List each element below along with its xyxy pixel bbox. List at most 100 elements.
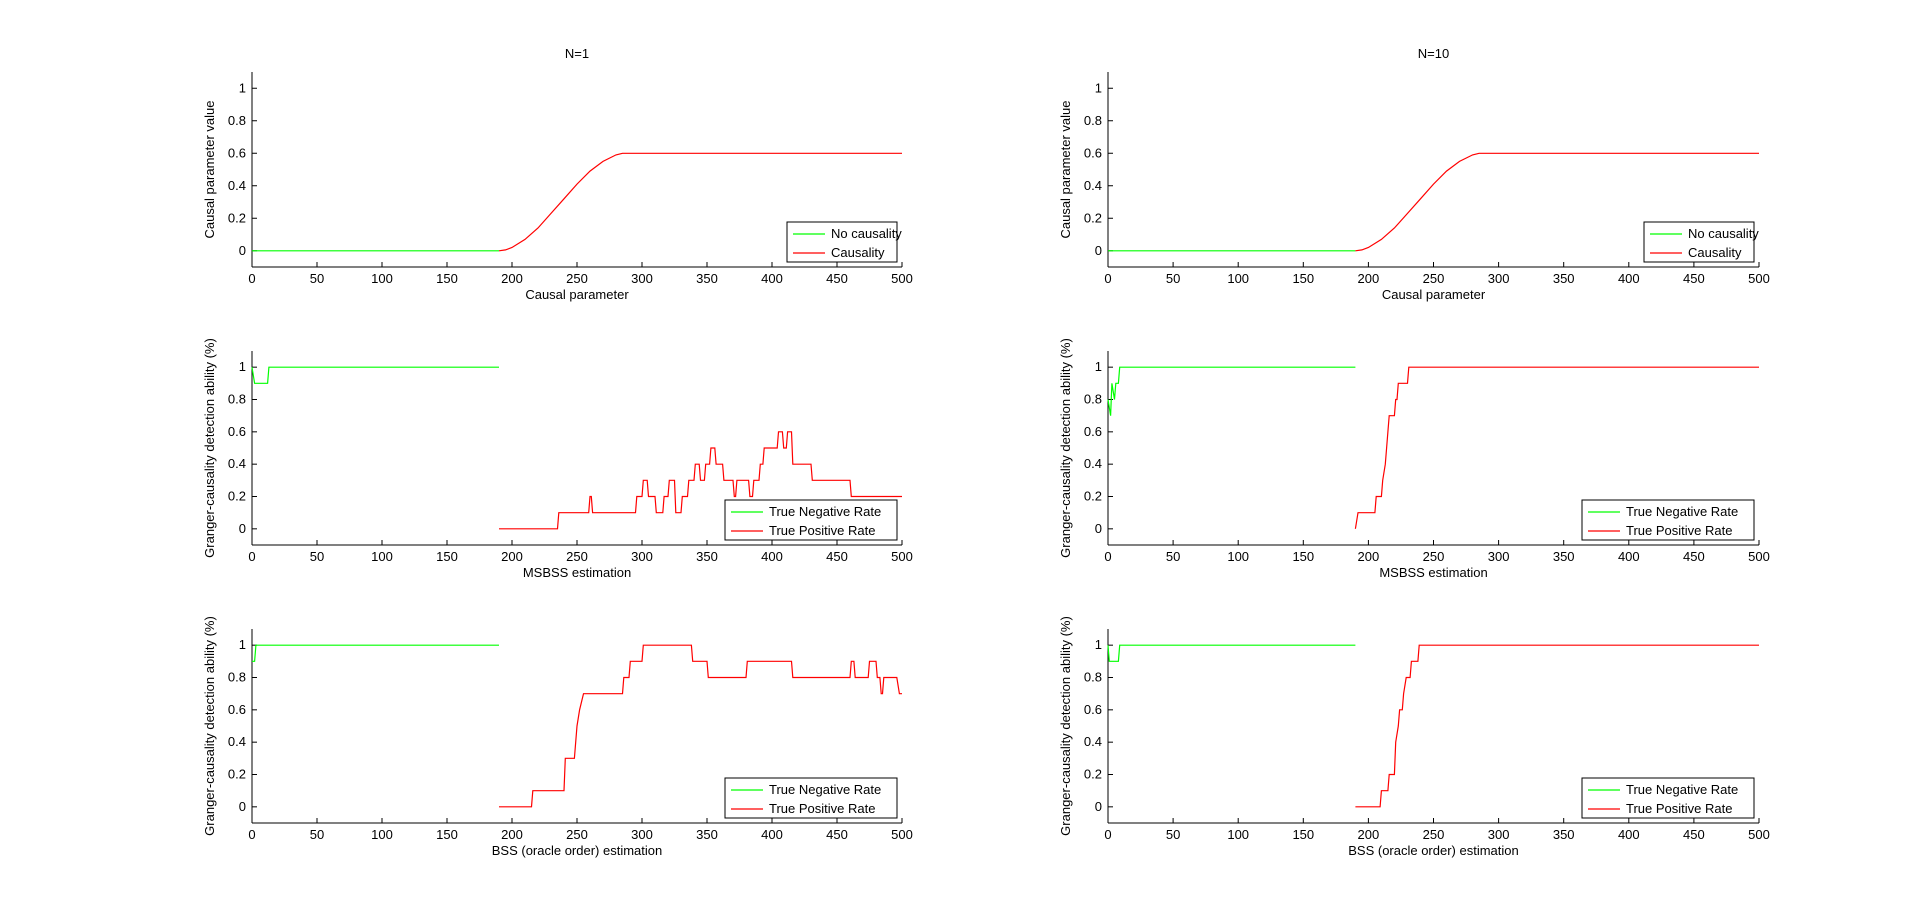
x-tick-label: 450	[1683, 549, 1705, 564]
x-tick-label: 100	[1227, 549, 1249, 564]
x-tick-label: 250	[566, 549, 588, 564]
x-tick-label: 250	[566, 271, 588, 286]
y-tick-label: 0.4	[228, 178, 246, 193]
x-tick-label: 0	[1104, 827, 1111, 842]
legend: True Negative Rate True Positive Rate	[1581, 499, 1755, 541]
x-axis-label: Causal parameter	[525, 287, 629, 302]
x-tick-label: 500	[1748, 549, 1770, 564]
x-tick-label: 50	[1166, 827, 1180, 842]
x-tick-label: 200	[1358, 827, 1380, 842]
y-tick-label: 0.4	[228, 734, 246, 749]
x-tick-label: 300	[631, 549, 653, 564]
legend: True Negative Rate True Positive Rate	[724, 777, 898, 819]
x-tick-label: 200	[1358, 549, 1380, 564]
y-axis-label: Granger-causality detection ability (%)	[1058, 616, 1073, 836]
x-tick-label: 100	[371, 549, 393, 564]
y-tick-label: 0.6	[1084, 145, 1102, 160]
x-tick-label: 50	[310, 549, 324, 564]
chart-title: N=1	[565, 46, 589, 61]
series-line-causality	[1355, 152, 1759, 252]
x-tick-label: 500	[1748, 827, 1770, 842]
y-tick-label: 0.2	[1084, 767, 1102, 782]
y-tick-label: 0.4	[1084, 456, 1102, 471]
y-tick-label: 0.2	[1084, 489, 1102, 504]
x-tick-label: 400	[761, 827, 783, 842]
chart-panel-3: 0 50 100 150 200 250 300 350 400 450 500 0 0.2 0.4 0.6…	[202, 338, 913, 580]
x-tick-label: 450	[826, 827, 848, 842]
series-line-true-negative-rate	[251, 366, 499, 384]
legend-box	[724, 777, 898, 819]
x-tick-label: 250	[1423, 271, 1445, 286]
x-tick-label: 0	[1104, 549, 1111, 564]
legend-entry-label: True Negative Rate	[769, 504, 881, 519]
chart-panel-6: 0 50 100 150 200 250 300 350 400 450 500 0 0.2 0.4 0.6…	[1058, 616, 1770, 858]
y-axis-label: Granger-causality detection ability (%)	[202, 338, 217, 558]
series-line-true-positive-rate	[1355, 644, 1759, 808]
series-line-true-positive-rate	[499, 644, 902, 808]
chart-panel-2: 0 50 100 150 200 250 300 350 400 450 500 0 0.2 0.4 0.6…	[1058, 46, 1770, 302]
legend: No causality Causality	[786, 221, 902, 263]
x-tick-label: 300	[1488, 271, 1510, 286]
legend-box	[1581, 499, 1755, 541]
x-tick-label: 150	[1292, 271, 1314, 286]
y-tick-label: 0.8	[1084, 392, 1102, 407]
x-tick-label: 100	[371, 271, 393, 286]
x-axis-label: MSBSS estimation	[1379, 565, 1487, 580]
legend-entry-label: Causality	[1688, 245, 1742, 260]
y-tick-label: 0	[239, 799, 246, 814]
legend-entry-label: True Negative Rate	[1626, 782, 1738, 797]
y-tick-label: 0	[239, 521, 246, 536]
legend: No causality Causality	[1643, 221, 1759, 263]
x-tick-label: 150	[436, 549, 458, 564]
y-tick-label: 1	[1095, 359, 1102, 374]
x-tick-label: 350	[1553, 827, 1575, 842]
x-tick-label: 50	[310, 827, 324, 842]
x-tick-label: 500	[891, 271, 913, 286]
x-tick-label: 450	[826, 271, 848, 286]
x-tick-label: 500	[1748, 271, 1770, 286]
x-axis-label: BSS (oracle order) estimation	[1348, 843, 1519, 858]
x-axis-label: BSS (oracle order) estimation	[492, 843, 663, 858]
x-tick-label: 400	[1618, 271, 1640, 286]
x-tick-label: 50	[1166, 549, 1180, 564]
legend-entry-label: True Positive Rate	[1626, 523, 1732, 538]
y-tick-label: 1	[1095, 637, 1102, 652]
y-tick-label: 0.6	[228, 424, 246, 439]
x-tick-label: 0	[248, 827, 255, 842]
legend-entry-label: True Positive Rate	[769, 801, 875, 816]
x-tick-label: 400	[761, 271, 783, 286]
y-tick-label: 0	[1095, 521, 1102, 536]
y-tick-label: 0.6	[228, 702, 246, 717]
y-axis-label: Causal parameter value	[1058, 100, 1073, 238]
y-tick-label: 0	[239, 243, 246, 258]
legend-entry-label: True Negative Rate	[769, 782, 881, 797]
x-tick-label: 200	[1358, 271, 1380, 286]
x-tick-label: 350	[696, 827, 718, 842]
x-tick-label: 350	[696, 549, 718, 564]
y-tick-label: 0.4	[1084, 178, 1102, 193]
x-tick-label: 150	[436, 271, 458, 286]
x-tick-label: 400	[1618, 827, 1640, 842]
x-tick-label: 500	[891, 827, 913, 842]
chart-title: N=10	[1418, 46, 1449, 61]
x-tick-label: 300	[631, 827, 653, 842]
legend-entry-label: True Positive Rate	[1626, 801, 1732, 816]
series-line-causality	[498, 152, 902, 252]
x-axis-label: Causal parameter	[1382, 287, 1486, 302]
chart-panel-4: 0 50 100 150 200 250 300 350 400 450 500 0 0.2 0.4 0.6…	[1058, 338, 1770, 580]
y-tick-label: 0.8	[228, 670, 246, 685]
y-tick-label: 0.6	[1084, 702, 1102, 717]
y-tick-label: 0.6	[228, 145, 246, 160]
x-tick-label: 0	[248, 549, 255, 564]
x-tick-label: 400	[761, 549, 783, 564]
x-tick-label: 50	[310, 271, 324, 286]
legend: True Negative Rate True Positive Rate	[724, 499, 898, 541]
legend-entry-label: True Negative Rate	[1626, 504, 1738, 519]
x-tick-label: 100	[371, 827, 393, 842]
legend-entry-label: No causality	[831, 226, 902, 241]
y-tick-label: 0.4	[1084, 734, 1102, 749]
x-tick-label: 450	[1683, 271, 1705, 286]
y-tick-label: 0	[1095, 799, 1102, 814]
x-tick-label: 300	[1488, 827, 1510, 842]
